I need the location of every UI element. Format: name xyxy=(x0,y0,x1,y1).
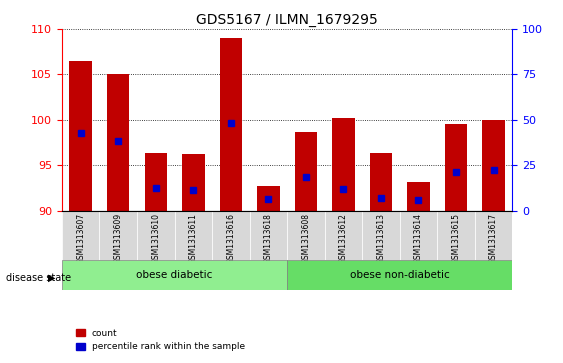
Bar xyxy=(482,120,505,211)
Bar xyxy=(182,154,204,211)
FancyBboxPatch shape xyxy=(287,211,325,260)
Text: GSM1313614: GSM1313614 xyxy=(414,213,423,264)
Bar xyxy=(370,153,392,211)
Bar xyxy=(69,61,92,211)
FancyBboxPatch shape xyxy=(62,211,100,260)
FancyBboxPatch shape xyxy=(400,211,437,260)
Title: GDS5167 / ILMN_1679295: GDS5167 / ILMN_1679295 xyxy=(196,13,378,26)
Text: GSM1313618: GSM1313618 xyxy=(264,213,273,264)
Bar xyxy=(407,183,430,211)
FancyBboxPatch shape xyxy=(100,211,137,260)
Text: GSM1313613: GSM1313613 xyxy=(377,213,386,264)
Text: GSM1313615: GSM1313615 xyxy=(452,213,461,264)
Text: obese diabetic: obese diabetic xyxy=(136,270,213,280)
FancyBboxPatch shape xyxy=(362,211,400,260)
FancyBboxPatch shape xyxy=(212,211,249,260)
Text: disease state: disease state xyxy=(6,273,71,283)
Text: GSM1313609: GSM1313609 xyxy=(114,213,123,264)
FancyBboxPatch shape xyxy=(137,211,175,260)
Text: ▶: ▶ xyxy=(48,273,55,283)
Legend: count, percentile rank within the sample: count, percentile rank within the sample xyxy=(72,325,249,355)
Text: GSM1313617: GSM1313617 xyxy=(489,213,498,264)
Bar xyxy=(145,153,167,211)
FancyBboxPatch shape xyxy=(175,211,212,260)
FancyBboxPatch shape xyxy=(475,211,512,260)
Bar xyxy=(257,186,280,211)
Bar xyxy=(294,131,317,211)
Bar xyxy=(107,74,129,211)
Text: GSM1313608: GSM1313608 xyxy=(301,213,310,264)
Text: GSM1313612: GSM1313612 xyxy=(339,213,348,264)
FancyBboxPatch shape xyxy=(249,211,287,260)
Text: GSM1313616: GSM1313616 xyxy=(226,213,235,264)
Text: GSM1313611: GSM1313611 xyxy=(189,213,198,264)
Bar xyxy=(332,118,355,211)
FancyBboxPatch shape xyxy=(325,211,362,260)
Bar xyxy=(220,38,242,211)
Text: obese non-diabetic: obese non-diabetic xyxy=(350,270,450,280)
Text: GSM1313610: GSM1313610 xyxy=(151,213,160,264)
FancyBboxPatch shape xyxy=(62,260,287,290)
Bar xyxy=(445,124,467,211)
Text: GSM1313607: GSM1313607 xyxy=(76,213,85,264)
FancyBboxPatch shape xyxy=(287,260,512,290)
FancyBboxPatch shape xyxy=(437,211,475,260)
